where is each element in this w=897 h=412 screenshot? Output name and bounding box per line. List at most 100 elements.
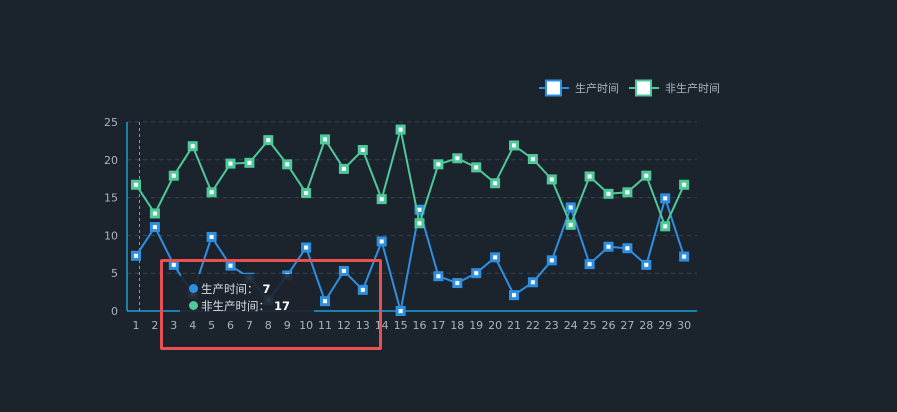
tooltip-label: 生产时间： bbox=[201, 281, 259, 296]
tooltip-dot-icon bbox=[189, 301, 198, 310]
tooltip-value: 17 bbox=[274, 298, 291, 313]
x-tick-label: 15 bbox=[394, 319, 408, 332]
data-point-center bbox=[493, 255, 498, 260]
data-point-center bbox=[644, 173, 649, 178]
grid-lines bbox=[127, 121, 697, 274]
data-point-center bbox=[360, 147, 365, 152]
tooltip-row-production: 生产时间： 7 bbox=[189, 280, 305, 297]
data-point-center bbox=[474, 271, 479, 276]
data-point-center bbox=[682, 254, 687, 259]
data-point-center bbox=[455, 281, 460, 286]
data-point-center bbox=[398, 127, 403, 132]
data-point-center bbox=[285, 162, 290, 167]
x-tick-label: 18 bbox=[450, 319, 464, 332]
x-tick-label: 16 bbox=[413, 319, 427, 332]
legend-label: 非生产时间 bbox=[665, 81, 720, 95]
data-point-center bbox=[549, 258, 554, 263]
data-point-center bbox=[512, 293, 516, 298]
x-tick-label: 24 bbox=[564, 319, 578, 332]
y-tick-label: 20 bbox=[104, 154, 118, 167]
data-point-center bbox=[209, 234, 214, 239]
x-tick-label: 22 bbox=[526, 319, 540, 332]
data-point-center bbox=[625, 190, 630, 195]
data-point-center bbox=[493, 181, 498, 186]
data-point-center bbox=[266, 138, 271, 143]
data-point-center bbox=[568, 222, 573, 227]
y-tick-labels: 0 5 10 15 20 25 bbox=[104, 116, 118, 318]
data-point-center bbox=[152, 225, 157, 230]
x-tick-label: 29 bbox=[658, 319, 672, 332]
data-point-center bbox=[455, 156, 460, 161]
legend-label: 生产时间 bbox=[575, 81, 619, 95]
data-point-center bbox=[682, 182, 687, 187]
data-point-center bbox=[152, 211, 157, 216]
data-point-center bbox=[530, 157, 535, 162]
legend[interactable]: 生产时间 非生产时间 bbox=[539, 79, 720, 97]
x-tick-label: 2 bbox=[151, 319, 158, 332]
x-tick-label: 27 bbox=[620, 319, 634, 332]
data-point-center bbox=[512, 143, 516, 148]
x-tick-label: 26 bbox=[602, 319, 616, 332]
data-point-center bbox=[209, 190, 214, 195]
data-point-center bbox=[663, 196, 668, 201]
tooltip-label: 非生产时间： bbox=[201, 298, 270, 313]
data-point-center bbox=[247, 160, 252, 165]
legend-marker-icon bbox=[635, 79, 652, 97]
data-point-center bbox=[398, 309, 403, 313]
data-point-center bbox=[323, 299, 327, 304]
y-tick-label: 0 bbox=[111, 305, 118, 318]
x-tick-label: 9 bbox=[284, 319, 291, 332]
x-tick-label: 4 bbox=[189, 319, 196, 332]
data-point-center bbox=[436, 162, 441, 167]
data-point-center bbox=[606, 244, 611, 249]
x-tick-label: 28 bbox=[639, 319, 653, 332]
x-tick-label: 6 bbox=[227, 319, 234, 332]
x-tick-label: 25 bbox=[583, 319, 597, 332]
y-tick-label: 25 bbox=[104, 116, 118, 129]
y-tick-label: 5 bbox=[111, 267, 118, 280]
data-point-center bbox=[228, 263, 233, 268]
x-tick-label: 10 bbox=[299, 319, 313, 332]
data-point-center bbox=[587, 174, 592, 179]
data-point-center bbox=[171, 262, 176, 267]
data-point-center bbox=[436, 274, 441, 279]
x-tick-label: 3 bbox=[170, 319, 177, 332]
data-point-center bbox=[323, 137, 327, 142]
legend-item-0[interactable]: 生产时间 bbox=[539, 79, 619, 97]
data-point-center bbox=[304, 191, 309, 196]
legend-marker-icon bbox=[545, 79, 562, 97]
x-tick-labels: 1 2 3 4 5 6 7 8 9 10 11 12 13 14 15 16 17 18 19 20 21 22 23 24 2… bbox=[133, 319, 692, 332]
data-point-center bbox=[134, 182, 138, 187]
data-point-center bbox=[530, 280, 535, 285]
data-point-center bbox=[474, 165, 479, 170]
data-point-center bbox=[341, 166, 346, 171]
y-tick-label: 15 bbox=[104, 192, 118, 205]
data-point-center bbox=[417, 207, 422, 212]
x-tick-label: 13 bbox=[356, 319, 370, 332]
tooltip-value: 7 bbox=[262, 281, 271, 296]
series-1 bbox=[131, 124, 690, 232]
legend-item-1[interactable]: 非生产时间 bbox=[629, 79, 720, 97]
data-point-center bbox=[663, 224, 668, 229]
data-point-center bbox=[417, 221, 422, 226]
data-point-center bbox=[190, 144, 195, 149]
data-point-center bbox=[568, 205, 573, 210]
x-tick-label: 23 bbox=[545, 319, 559, 332]
x-tick-label: 7 bbox=[246, 319, 253, 332]
x-tick-label: 5 bbox=[208, 319, 215, 332]
data-point-center bbox=[228, 161, 233, 166]
x-tick-label: 17 bbox=[431, 319, 445, 332]
data-point-center bbox=[304, 245, 309, 250]
data-point-center bbox=[341, 268, 346, 273]
tooltip: 生产时间： 7 非生产时间： 17 bbox=[180, 274, 314, 320]
data-point-center bbox=[549, 177, 554, 182]
data-point-center bbox=[625, 246, 630, 251]
x-tick-label: 20 bbox=[488, 319, 502, 332]
x-tick-label: 1 bbox=[133, 319, 140, 332]
tooltip-dot-icon bbox=[189, 284, 198, 293]
data-point-center bbox=[606, 191, 611, 196]
x-tick-label: 11 bbox=[318, 319, 332, 332]
data-point-center bbox=[644, 262, 649, 267]
x-tick-label: 14 bbox=[375, 319, 389, 332]
